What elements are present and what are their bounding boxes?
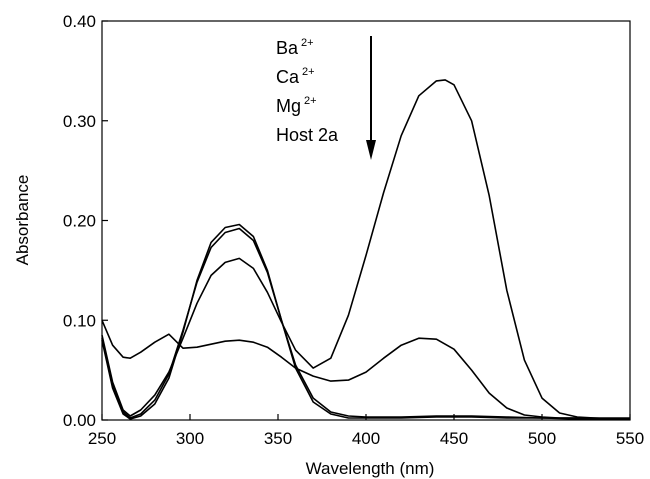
x-tick-label: 300 (176, 429, 204, 448)
x-axis-title: Wavelength (nm) (306, 459, 435, 478)
plot-frame (101, 20, 631, 421)
y-tick-label: 0.40 (63, 12, 96, 31)
y-tick-label: 0.10 (63, 311, 96, 330)
series-line-2 (101, 79, 630, 420)
legend-label-superscript: 2+ (304, 95, 317, 107)
x-tick-label: 450 (440, 429, 468, 448)
arrow-head (366, 140, 376, 160)
legend-label-base: Ca (276, 67, 300, 87)
y-tick-label: 0.20 (63, 212, 96, 231)
x-tick-label: 350 (264, 429, 292, 448)
legend-label-superscript: 2+ (301, 37, 314, 49)
x-axis-ticks: 250 300 350 400 450 500 550 (88, 414, 644, 448)
y-axis-ticks: 0.00 0.10 0.20 0.30 0.40 (63, 12, 108, 430)
x-tick-label: 500 (528, 429, 556, 448)
legend-label-base: Host 2a (276, 125, 339, 145)
legend-label-base: Mg (276, 96, 301, 116)
legend-label: Mg 2+ (276, 95, 317, 116)
legend-label-base: Ba (276, 38, 299, 58)
legend-label: Ca 2+ (276, 66, 315, 87)
x-tick-label: 250 (88, 429, 116, 448)
series-line-1 (101, 319, 630, 419)
series-group (101, 79, 631, 420)
legend-label: Ba 2+ (276, 37, 314, 58)
down-arrow-icon (366, 36, 376, 160)
y-axis-title: Absorbance (13, 175, 32, 266)
annotation-legend: Ba 2+Ca 2+Mg 2+Host 2a (276, 37, 339, 145)
legend-label-superscript: 2+ (302, 66, 315, 78)
x-tick-label: 400 (352, 429, 380, 448)
x-tick-label: 550 (616, 429, 644, 448)
y-tick-label: 0.00 (63, 411, 96, 430)
series-line-4 (101, 223, 630, 420)
plot-area (101, 20, 631, 421)
y-tick-label: 0.30 (63, 112, 96, 131)
legend-label: Host 2a (276, 125, 339, 145)
